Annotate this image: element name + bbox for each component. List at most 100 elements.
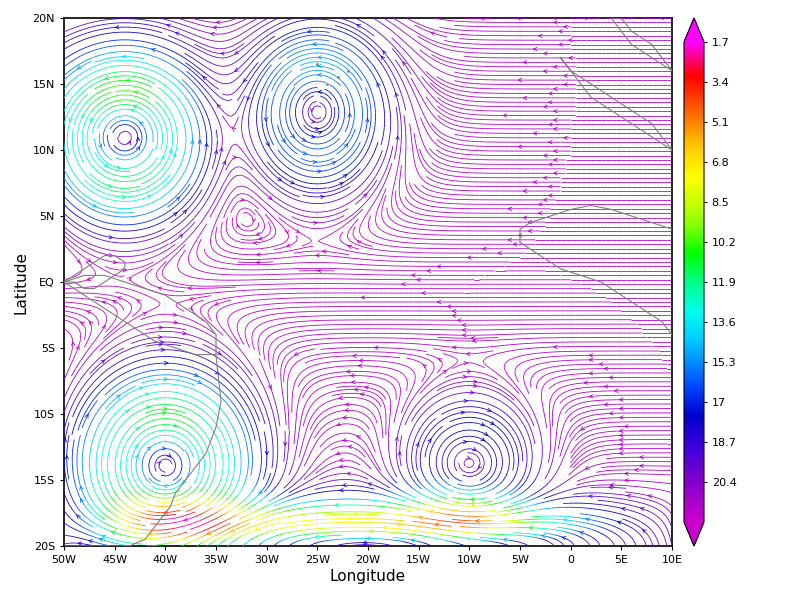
FancyArrowPatch shape	[233, 155, 236, 159]
FancyArrowPatch shape	[461, 411, 464, 414]
FancyArrowPatch shape	[370, 530, 373, 533]
FancyArrowPatch shape	[487, 408, 491, 411]
FancyArrowPatch shape	[257, 253, 260, 256]
FancyArrowPatch shape	[131, 109, 134, 112]
FancyArrowPatch shape	[164, 377, 167, 381]
FancyArrowPatch shape	[483, 247, 486, 250]
FancyArrowPatch shape	[464, 399, 467, 403]
FancyArrowPatch shape	[523, 96, 527, 100]
FancyArrowPatch shape	[117, 166, 120, 169]
FancyArrowPatch shape	[335, 503, 339, 507]
FancyArrowPatch shape	[620, 434, 623, 437]
FancyArrowPatch shape	[87, 259, 91, 262]
FancyArrowPatch shape	[353, 354, 356, 358]
FancyArrowPatch shape	[627, 494, 630, 497]
FancyArrowPatch shape	[363, 541, 366, 544]
FancyArrowPatch shape	[503, 114, 506, 117]
FancyArrowPatch shape	[649, 495, 652, 498]
FancyArrowPatch shape	[466, 456, 470, 459]
FancyArrowPatch shape	[78, 66, 82, 69]
FancyArrowPatch shape	[78, 542, 82, 545]
FancyArrowPatch shape	[283, 442, 287, 445]
FancyArrowPatch shape	[347, 517, 351, 520]
FancyArrowPatch shape	[462, 323, 466, 327]
FancyArrowPatch shape	[564, 74, 567, 77]
FancyArrowPatch shape	[542, 535, 546, 538]
FancyArrowPatch shape	[481, 437, 485, 441]
FancyArrowPatch shape	[142, 313, 146, 316]
FancyArrowPatch shape	[190, 297, 194, 301]
FancyArrowPatch shape	[481, 422, 485, 426]
FancyArrowPatch shape	[366, 118, 369, 122]
FancyArrowPatch shape	[278, 178, 282, 181]
FancyArrowPatch shape	[549, 163, 552, 166]
FancyArrowPatch shape	[660, 16, 663, 20]
FancyArrowPatch shape	[374, 346, 378, 349]
PathPatch shape	[684, 18, 704, 42]
FancyArrowPatch shape	[453, 314, 456, 317]
FancyArrowPatch shape	[302, 138, 306, 141]
FancyArrowPatch shape	[534, 131, 537, 135]
FancyArrowPatch shape	[590, 395, 593, 398]
FancyArrowPatch shape	[347, 472, 350, 475]
FancyArrowPatch shape	[332, 162, 335, 165]
FancyArrowPatch shape	[90, 118, 94, 122]
FancyArrowPatch shape	[160, 340, 163, 344]
FancyArrowPatch shape	[470, 498, 474, 501]
FancyArrowPatch shape	[162, 411, 166, 415]
FancyArrowPatch shape	[77, 515, 80, 518]
FancyArrowPatch shape	[642, 529, 646, 533]
FancyArrowPatch shape	[140, 122, 143, 125]
FancyArrowPatch shape	[453, 310, 456, 313]
FancyArrowPatch shape	[620, 438, 623, 442]
FancyArrowPatch shape	[214, 26, 217, 29]
FancyArrowPatch shape	[218, 104, 221, 108]
FancyArrowPatch shape	[383, 526, 387, 530]
FancyArrowPatch shape	[508, 207, 511, 211]
FancyArrowPatch shape	[478, 465, 482, 469]
FancyArrowPatch shape	[125, 410, 129, 413]
FancyArrowPatch shape	[164, 484, 167, 488]
FancyArrowPatch shape	[149, 533, 153, 536]
FancyArrowPatch shape	[395, 437, 398, 441]
FancyArrowPatch shape	[179, 235, 182, 238]
FancyArrowPatch shape	[265, 451, 269, 455]
FancyArrowPatch shape	[635, 468, 638, 472]
FancyArrowPatch shape	[554, 118, 557, 122]
FancyArrowPatch shape	[586, 466, 590, 469]
FancyArrowPatch shape	[81, 499, 84, 502]
FancyArrowPatch shape	[562, 536, 566, 540]
FancyArrowPatch shape	[544, 198, 547, 202]
FancyArrowPatch shape	[194, 373, 198, 376]
FancyArrowPatch shape	[296, 229, 299, 232]
FancyArrowPatch shape	[619, 16, 622, 20]
FancyArrowPatch shape	[554, 110, 557, 113]
FancyArrowPatch shape	[321, 195, 324, 199]
FancyArrowPatch shape	[416, 443, 419, 447]
FancyArrowPatch shape	[427, 269, 430, 272]
FancyArrowPatch shape	[198, 140, 202, 143]
FancyArrowPatch shape	[102, 325, 105, 329]
FancyArrowPatch shape	[159, 343, 162, 346]
FancyArrowPatch shape	[453, 346, 456, 349]
FancyArrowPatch shape	[395, 93, 398, 97]
FancyArrowPatch shape	[135, 428, 139, 431]
FancyArrowPatch shape	[161, 156, 164, 160]
FancyArrowPatch shape	[256, 261, 260, 264]
FancyArrowPatch shape	[462, 328, 466, 332]
FancyArrowPatch shape	[554, 149, 557, 153]
FancyArrowPatch shape	[534, 47, 537, 51]
FancyArrowPatch shape	[163, 407, 167, 410]
FancyArrowPatch shape	[549, 92, 552, 95]
FancyArrowPatch shape	[473, 448, 476, 451]
FancyArrowPatch shape	[430, 510, 434, 514]
FancyArrowPatch shape	[87, 311, 90, 314]
FancyArrowPatch shape	[268, 385, 271, 389]
FancyArrowPatch shape	[264, 118, 267, 121]
FancyArrowPatch shape	[77, 259, 80, 263]
FancyArrowPatch shape	[549, 194, 552, 197]
FancyArrowPatch shape	[360, 359, 363, 362]
FancyArrowPatch shape	[640, 464, 643, 467]
FancyArrowPatch shape	[90, 321, 93, 325]
FancyArrowPatch shape	[167, 454, 171, 457]
